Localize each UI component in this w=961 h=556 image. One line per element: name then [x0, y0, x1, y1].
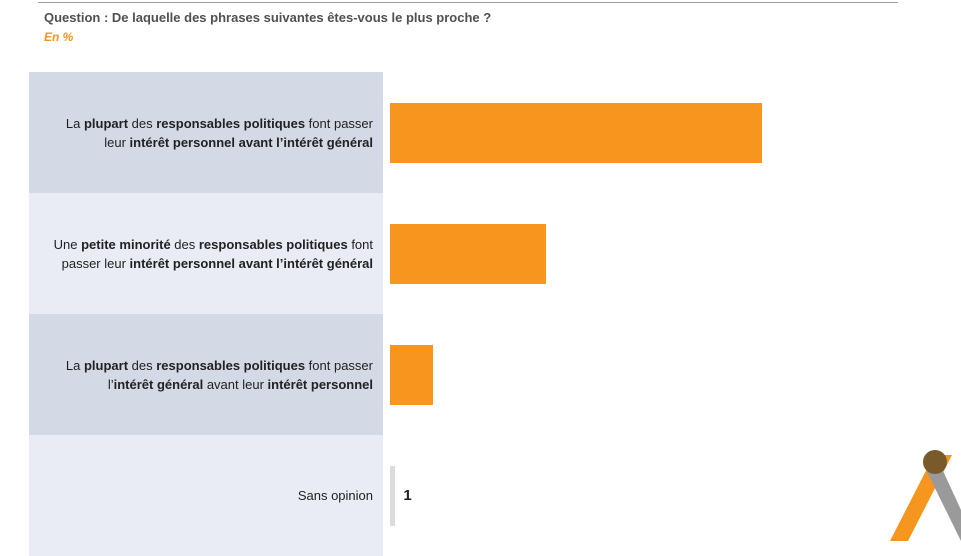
- category-label: La plupart des responsables politiques f…: [65, 357, 373, 392]
- bar: [390, 465, 396, 526]
- chart-row: La plupart des responsables politiques f…: [29, 314, 929, 435]
- value-label: 1: [403, 486, 412, 504]
- top-divider: [38, 2, 898, 3]
- category-label: Sans opinion: [297, 488, 373, 503]
- category-label: La plupart des responsables politiques f…: [65, 115, 373, 150]
- category-label-cell: La plupart des responsables politiques f…: [29, 72, 383, 193]
- bar-chart: La plupart des responsables politiques f…: [29, 72, 929, 556]
- bar: [390, 102, 762, 163]
- question-text: Question : De laquelle des phrases suiva…: [44, 10, 492, 25]
- chart-row: Une petite minorité des responsables pol…: [29, 193, 929, 314]
- category-label-cell: Une petite minorité des responsables pol…: [29, 193, 383, 314]
- category-label-cell: La plupart des responsables politiques f…: [29, 314, 383, 435]
- chart-row: Sans opinion 1: [29, 435, 929, 556]
- bar: [390, 223, 547, 284]
- unit-label: En %: [44, 30, 74, 44]
- ifop-logo-icon: [890, 450, 961, 541]
- category-label: Une petite minorité des responsables pol…: [53, 236, 373, 271]
- category-label-cell: Sans opinion: [29, 435, 383, 556]
- chart-row: La plupart des responsables politiques f…: [29, 72, 929, 193]
- bar: [390, 344, 434, 405]
